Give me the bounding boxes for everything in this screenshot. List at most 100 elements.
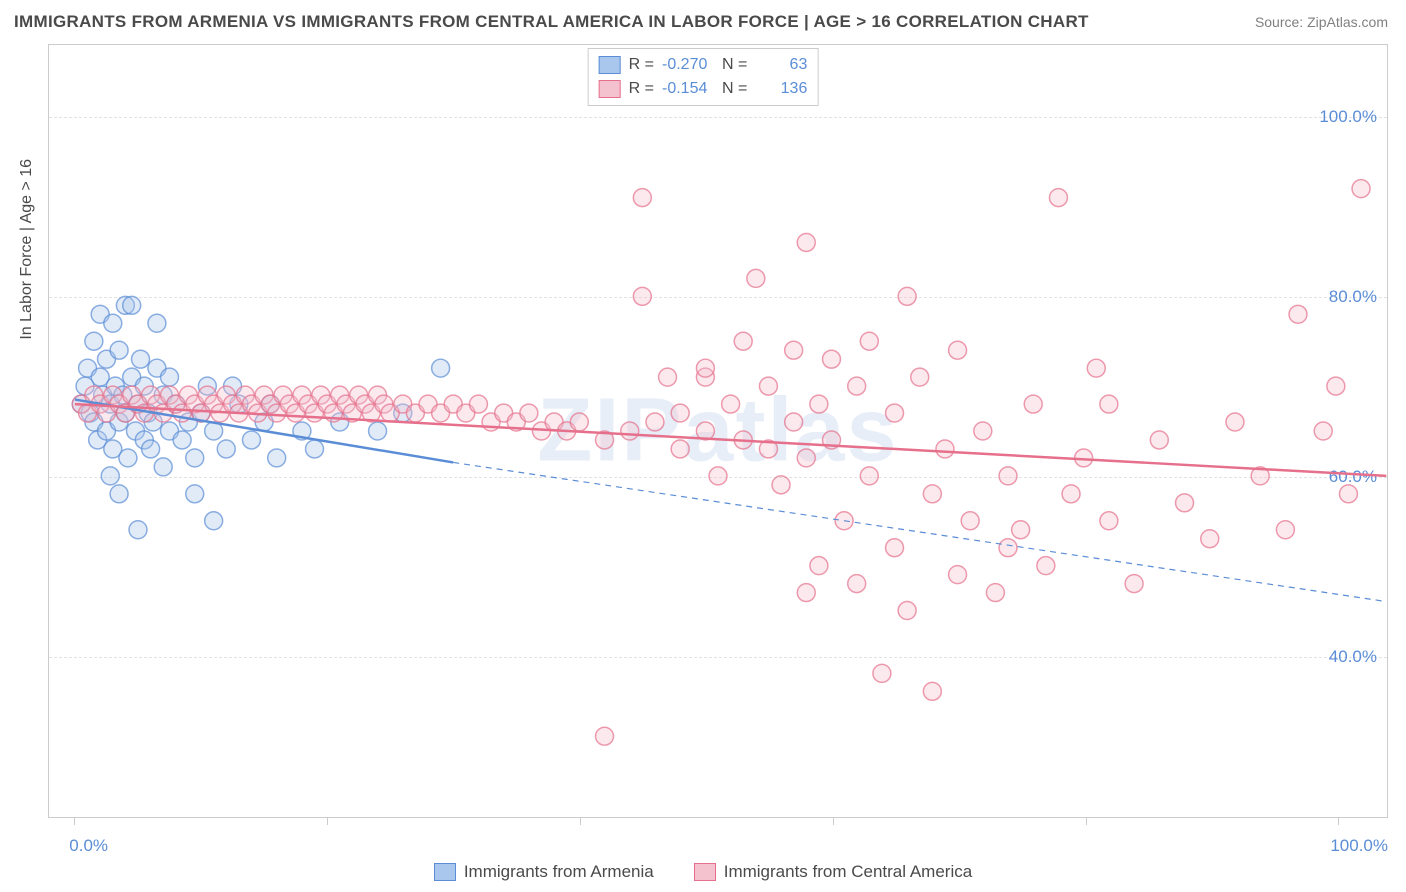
scatter-point-armenia	[154, 458, 172, 476]
scatter-point-armenia	[186, 449, 204, 467]
scatter-point-central_america	[797, 234, 815, 252]
scatter-point-armenia	[186, 485, 204, 503]
scatter-point-central_america	[1201, 530, 1219, 548]
scatter-point-central_america	[785, 413, 803, 431]
scatter-point-central_america	[1049, 189, 1067, 207]
scatter-point-armenia	[306, 440, 324, 458]
scatter-point-central_america	[911, 368, 929, 386]
scatter-point-central_america	[659, 368, 677, 386]
scatter-point-armenia	[104, 314, 122, 332]
scatter-point-central_america	[709, 467, 727, 485]
scatter-point-central_america	[1150, 431, 1168, 449]
correlation-legend-row: R = -0.154 N = 136	[599, 77, 808, 101]
scatter-point-central_america	[923, 485, 941, 503]
scatter-point-central_america	[974, 422, 992, 440]
scatter-point-central_america	[747, 269, 765, 287]
correlation-legend-row: R = -0.270 N = 63	[599, 53, 808, 77]
scatter-point-armenia	[129, 521, 147, 539]
y-axis-label: In Labor Force | Age > 16	[18, 159, 36, 340]
scatter-point-central_america	[886, 404, 904, 422]
scatter-point-central_america	[633, 287, 651, 305]
scatter-point-central_america	[1100, 395, 1118, 413]
scatter-point-central_america	[999, 539, 1017, 557]
scatter-point-central_america	[646, 413, 664, 431]
scatter-point-armenia	[110, 341, 128, 359]
scatter-point-central_america	[696, 359, 714, 377]
scatter-point-central_america	[570, 413, 588, 431]
x-tick	[1086, 817, 1087, 825]
legend-swatch-armenia	[599, 56, 621, 74]
scatter-point-armenia	[123, 296, 141, 314]
chart-container: IMMIGRANTS FROM ARMENIA VS IMMIGRANTS FR…	[0, 0, 1406, 892]
scatter-point-armenia	[119, 449, 137, 467]
n-label: N =	[722, 53, 747, 77]
scatter-point-central_america	[671, 440, 689, 458]
scatter-point-central_america	[785, 341, 803, 359]
r-label: R =	[629, 77, 654, 101]
scatter-point-central_america	[1314, 422, 1332, 440]
legend-swatch-central-america	[694, 863, 716, 881]
scatter-point-central_america	[848, 377, 866, 395]
scatter-point-central_america	[722, 395, 740, 413]
scatter-point-armenia	[132, 350, 150, 368]
n-label: N =	[722, 77, 747, 101]
scatter-point-central_america	[999, 467, 1017, 485]
scatter-point-central_america	[949, 341, 967, 359]
x-axis-label: 100.0%	[1330, 836, 1388, 856]
scatter-point-armenia	[148, 314, 166, 332]
scatter-point-central_america	[1037, 557, 1055, 575]
x-tick	[833, 817, 834, 825]
scatter-point-central_america	[810, 557, 828, 575]
scatter-point-central_america	[797, 584, 815, 602]
scatter-point-central_america	[671, 404, 689, 422]
scatter-point-central_america	[1087, 359, 1105, 377]
series-legend: Immigrants from Armenia Immigrants from …	[0, 862, 1406, 882]
series-legend-label: Immigrants from Central America	[724, 862, 972, 882]
scatter-point-central_america	[621, 422, 639, 440]
scatter-point-central_america	[873, 664, 891, 682]
scatter-point-central_america	[797, 449, 815, 467]
scatter-point-central_america	[823, 350, 841, 368]
scatter-point-central_america	[1276, 521, 1294, 539]
x-tick	[1338, 817, 1339, 825]
regression-line-dashed-armenia	[453, 462, 1386, 601]
scatter-point-armenia	[268, 449, 286, 467]
scatter-point-central_america	[1327, 377, 1345, 395]
scatter-point-central_america	[734, 332, 752, 350]
scatter-point-central_america	[1100, 512, 1118, 530]
scatter-point-central_america	[1125, 575, 1143, 593]
scatter-point-armenia	[142, 440, 160, 458]
n-value: 136	[755, 77, 807, 101]
plot-area: ZIPatlas 40.0%60.0%80.0%100.0%	[48, 44, 1388, 818]
r-value: -0.270	[662, 53, 714, 77]
scatter-point-armenia	[85, 332, 103, 350]
scatter-point-armenia	[369, 422, 387, 440]
correlation-legend: R = -0.270 N = 63 R = -0.154 N = 136	[588, 48, 819, 106]
scatter-point-armenia	[161, 368, 179, 386]
scatter-point-central_america	[898, 602, 916, 620]
legend-swatch-armenia	[434, 863, 456, 881]
series-legend-item: Immigrants from Armenia	[434, 862, 654, 882]
scatter-point-central_america	[759, 377, 777, 395]
x-axis-label: 0.0%	[69, 836, 108, 856]
scatter-point-central_america	[923, 682, 941, 700]
x-tick	[74, 817, 75, 825]
scatter-point-central_america	[860, 467, 878, 485]
scatter-point-armenia	[432, 359, 450, 377]
scatter-point-central_america	[986, 584, 1004, 602]
scatter-point-central_america	[1352, 180, 1370, 198]
scatter-point-central_america	[898, 287, 916, 305]
scatter-point-central_america	[860, 332, 878, 350]
scatter-point-central_america	[1289, 305, 1307, 323]
scatter-point-central_america	[1024, 395, 1042, 413]
r-value: -0.154	[662, 77, 714, 101]
scatter-point-central_america	[1339, 485, 1357, 503]
scatter-point-central_america	[810, 395, 828, 413]
scatter-point-central_america	[1012, 521, 1030, 539]
scatter-point-central_america	[1226, 413, 1244, 431]
scatter-point-armenia	[173, 431, 191, 449]
scatter-point-central_america	[848, 575, 866, 593]
scatter-point-armenia	[242, 431, 260, 449]
series-legend-item: Immigrants from Central America	[694, 862, 972, 882]
scatter-point-central_america	[772, 476, 790, 494]
